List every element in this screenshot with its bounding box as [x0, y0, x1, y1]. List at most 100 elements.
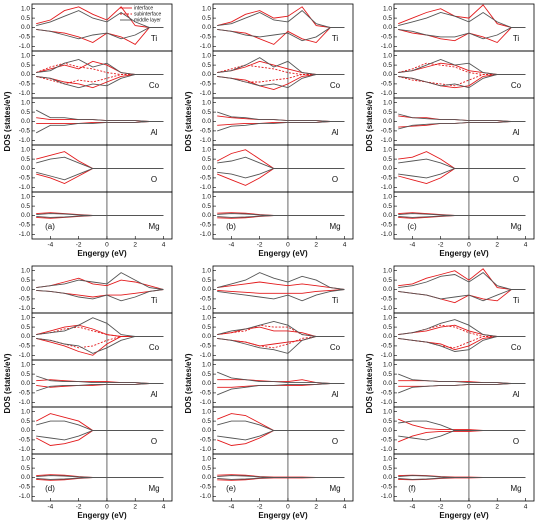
y-tick-label: 0.5	[21, 277, 30, 284]
y-tick-label: -0.5	[381, 296, 393, 303]
element-label: Al	[150, 128, 157, 137]
dos-line	[217, 27, 345, 42]
dos-line	[36, 151, 164, 169]
dos-line	[36, 277, 164, 290]
dos-line	[36, 6, 164, 28]
y-tick-label: -0.5	[381, 343, 393, 350]
y-tick-label: -0.5	[200, 34, 212, 41]
dos-line	[217, 430, 345, 441]
x-tick-label: 4	[524, 504, 528, 511]
subplot-frame	[31, 265, 173, 314]
dos-line	[398, 336, 526, 349]
x-tick-label: -4	[228, 504, 234, 511]
element-label: Al	[512, 390, 519, 399]
y-tick-label: -1.0	[381, 305, 393, 312]
y-axis-label: DOS (states/eV)	[3, 91, 12, 151]
y-tick-label: 1.0	[383, 5, 392, 12]
dos-line	[36, 59, 164, 75]
y-tick-label: 1.0	[202, 193, 211, 200]
y-tick-label: 0.5	[383, 62, 392, 69]
element-label: Mg	[329, 222, 340, 231]
y-tick-label: 1.0	[383, 267, 392, 274]
dos-line	[398, 121, 526, 130]
y-tick-label: 0.0	[202, 24, 211, 31]
y-tick-label: 1.0	[21, 99, 30, 106]
y-tick-label: 0.5	[383, 109, 392, 116]
element-label: Al	[150, 390, 157, 399]
y-tick-label: -1.0	[200, 137, 212, 144]
dos-line	[216, 149, 345, 169]
y-axis-label: DOS (states/eV)	[365, 353, 374, 413]
x-tick-label: -2	[257, 242, 263, 249]
element-label: Ti	[151, 296, 158, 305]
x-tick-label: 0	[467, 504, 471, 511]
y-tick-label: 1.0	[21, 5, 30, 12]
y-tick-label: 0.5	[21, 203, 30, 210]
element-label: O	[513, 437, 519, 446]
y-tick-label: -1.0	[381, 231, 393, 238]
y-tick-label: 0.0	[21, 474, 30, 481]
legend-label: subinterface	[134, 11, 161, 17]
dos-line	[217, 383, 345, 396]
y-tick-label: -1.0	[200, 231, 212, 238]
y-tick-label: -0.5	[381, 128, 393, 135]
y-tick-label: -1.0	[381, 352, 393, 359]
y-tick-label: 0.0	[21, 24, 30, 31]
dos-line	[36, 168, 164, 184]
panel-label: (a)	[45, 222, 55, 231]
x-tick-label: 2	[495, 242, 499, 249]
y-tick-label: 0.5	[21, 324, 30, 331]
dos-line	[398, 430, 526, 443]
x-tick-label: -2	[438, 242, 444, 249]
y-axis-label: DOS (states/eV)	[184, 91, 193, 151]
x-axis-label: Engergy (eV)	[439, 249, 489, 258]
y-tick-label: 1.0	[383, 193, 392, 200]
y-tick-label: -0.5	[200, 81, 212, 88]
dos-line	[398, 268, 526, 290]
dos-line	[36, 336, 164, 349]
y-tick-label: -0.5	[200, 390, 212, 397]
element-label: Mg	[510, 222, 521, 231]
y-tick-label: 0.5	[21, 418, 30, 425]
dos-line	[36, 10, 164, 28]
y-tick-label: -0.5	[200, 437, 212, 444]
y-tick-label: -1.0	[200, 305, 212, 312]
dos-line	[36, 156, 164, 169]
y-tick-label: -1.0	[200, 399, 212, 406]
y-tick-label: -1.0	[19, 137, 31, 144]
y-tick-label: 0.0	[202, 333, 211, 340]
y-tick-label: 0.0	[202, 380, 211, 387]
dos-line	[217, 6, 345, 28]
dos-line	[36, 336, 164, 354]
dos-line	[398, 121, 526, 128]
y-tick-label: -1.0	[19, 446, 31, 453]
dos-line	[398, 158, 526, 169]
y-tick-label: -0.5	[19, 343, 31, 350]
y-tick-label: 1.0	[202, 99, 211, 106]
y-tick-label: 1.0	[383, 314, 392, 321]
y-tick-label: 0.0	[21, 427, 30, 434]
dos-line	[217, 413, 345, 431]
dos-line	[398, 115, 526, 122]
dos-line	[217, 336, 345, 349]
x-tick-label: 0	[105, 504, 109, 511]
dos-line	[36, 27, 164, 45]
x-tick-label: -2	[76, 242, 82, 249]
element-label: Ti	[332, 296, 339, 305]
x-axis-label: Engergy (eV)	[258, 511, 308, 520]
panel-label: (f)	[408, 484, 416, 493]
y-tick-label: 1.0	[21, 408, 30, 415]
y-tick-label: 0.0	[202, 165, 211, 172]
dos-line	[398, 289, 526, 302]
y-tick-label: -0.5	[19, 296, 31, 303]
y-axis-label: DOS (states/eV)	[365, 91, 374, 151]
y-tick-label: 0.5	[21, 371, 30, 378]
y-tick-label: 0.0	[202, 118, 211, 125]
element-label: Ti	[513, 34, 520, 43]
y-tick-label: 0.0	[383, 286, 392, 293]
x-tick-label: 2	[495, 504, 499, 511]
dos-line	[36, 74, 164, 89]
y-tick-label: 0.0	[202, 71, 211, 78]
dos-line	[217, 64, 345, 75]
